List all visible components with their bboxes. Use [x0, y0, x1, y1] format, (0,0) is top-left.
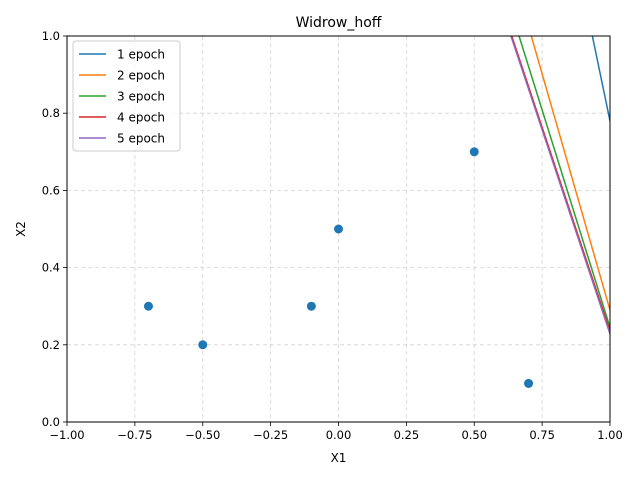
y-tick-label: 0.8 — [42, 106, 60, 120]
legend-box — [72, 40, 181, 152]
x-tick-label: 0.50 — [461, 428, 487, 442]
legend-label-epoch-1: 1 epoch — [117, 48, 165, 62]
series-line-epoch-3 — [518, 36, 610, 328]
y-tick-label: 1.0 — [42, 29, 60, 43]
x-tick-label: −0.50 — [185, 428, 220, 442]
data-point — [306, 301, 316, 311]
legend-label-epoch-2: 2 epoch — [117, 69, 165, 83]
data-point — [198, 340, 208, 350]
data-point — [143, 301, 153, 311]
x-tick-label: 0.00 — [326, 428, 352, 442]
x-tick-label: −1.00 — [49, 428, 84, 442]
legend-label-epoch-3: 3 epoch — [117, 90, 165, 104]
data-point — [334, 224, 343, 234]
series-lines — [510, 36, 610, 335]
x-tick-label: −0.25 — [253, 428, 288, 442]
series-line-epoch-2 — [530, 36, 610, 311]
legend: 1 epoch 2 epoch 3 epoch 4 epoch 5 epoch — [72, 40, 181, 152]
series-line-epoch-5 — [510, 36, 610, 335]
scatter-points — [143, 147, 534, 388]
series-line-epoch-1 — [591, 36, 610, 122]
data-point — [469, 147, 479, 157]
x-axis-ticks: −1.00 −0.75 −0.50 −0.25 0.00 0.25 0.50 0.75 1.00 — [49, 422, 623, 442]
legend-label-epoch-4: 4 epoch — [117, 111, 165, 125]
legend-label-epoch-5: 5 epoch — [117, 132, 165, 146]
x-axis-label: X1 — [331, 451, 347, 465]
y-axis-ticks: 0.0 0.2 0.4 0.6 0.8 1.0 — [42, 29, 67, 429]
x-tick-label: 1.00 — [597, 428, 623, 442]
x-tick-label: 0.75 — [529, 428, 555, 442]
y-tick-label: 0.0 — [42, 415, 60, 429]
x-tick-label: 0.25 — [394, 428, 420, 442]
y-tick-label: 0.4 — [42, 261, 60, 275]
y-axis-label: X2 — [14, 221, 28, 237]
y-tick-label: 0.6 — [42, 183, 60, 197]
data-point — [524, 378, 534, 388]
series-line-epoch-4 — [511, 36, 610, 332]
y-tick-label: 0.2 — [42, 338, 60, 352]
chart-title: Widrow_hoff — [296, 15, 382, 31]
x-tick-label: −0.75 — [117, 428, 152, 442]
